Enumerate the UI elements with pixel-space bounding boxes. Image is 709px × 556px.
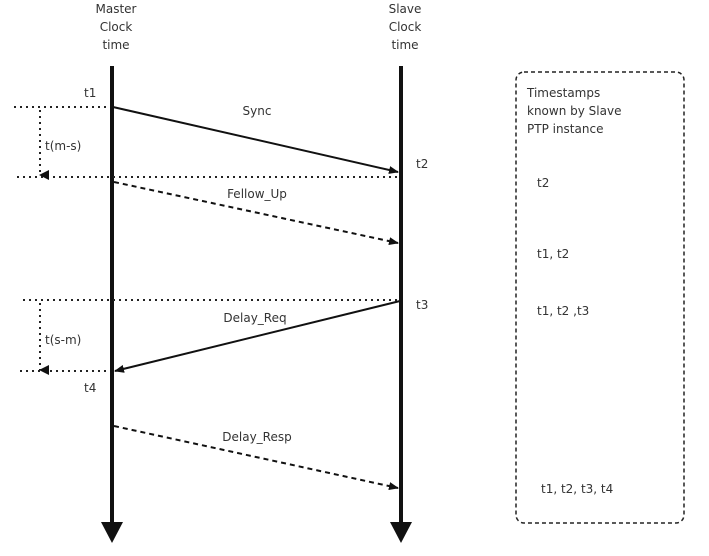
timestamp-t4: t4 [84, 381, 96, 395]
offset-sm-label: t(s-m) [45, 333, 81, 347]
panel-title-line3: PTP instance [527, 122, 603, 136]
delay-req-label: Delay_Req [223, 311, 286, 325]
sync-label: Sync [243, 104, 272, 118]
svg-text:Clock: Clock [389, 20, 422, 34]
panel-title-line2: known by Slave [527, 104, 621, 118]
delay-resp-label: Delay_Resp [222, 430, 291, 444]
delay-resp-message-arrow [113, 425, 399, 490]
slave-clock-header: Slave Clock time [389, 2, 422, 52]
timestamp-t2: t2 [416, 157, 428, 171]
follow-up-message-arrow [113, 181, 399, 246]
master-timeline-arrow-icon [101, 522, 123, 543]
follow-up-label: Fellow_Up [227, 187, 287, 201]
slave-timeline-arrow-icon [390, 522, 412, 543]
delay-req-message-arrow [114, 300, 401, 373]
svg-text:time: time [391, 38, 418, 52]
reference-lines [14, 106, 398, 372]
svg-text:time: time [102, 38, 129, 52]
svg-text:Slave: Slave [389, 2, 422, 16]
panel-row: t1, t2, t3, t4 [541, 482, 613, 496]
panel-row: t1, t2 ,t3 [537, 304, 589, 318]
panel-row: t2 [537, 176, 549, 190]
panel-title-line1: Timestamps [526, 86, 600, 100]
timestamps-panel [515, 71, 685, 524]
svg-text:Clock: Clock [100, 20, 133, 34]
timestamp-t3: t3 [416, 298, 428, 312]
timestamp-t1: t1 [84, 86, 96, 100]
master-clock-header: Master Clock time [96, 2, 137, 52]
sync-message-arrow [112, 106, 399, 174]
svg-text:Master: Master [96, 2, 137, 16]
panel-row: t1, t2 [537, 247, 569, 261]
offset-ms-label: t(m-s) [45, 139, 81, 153]
